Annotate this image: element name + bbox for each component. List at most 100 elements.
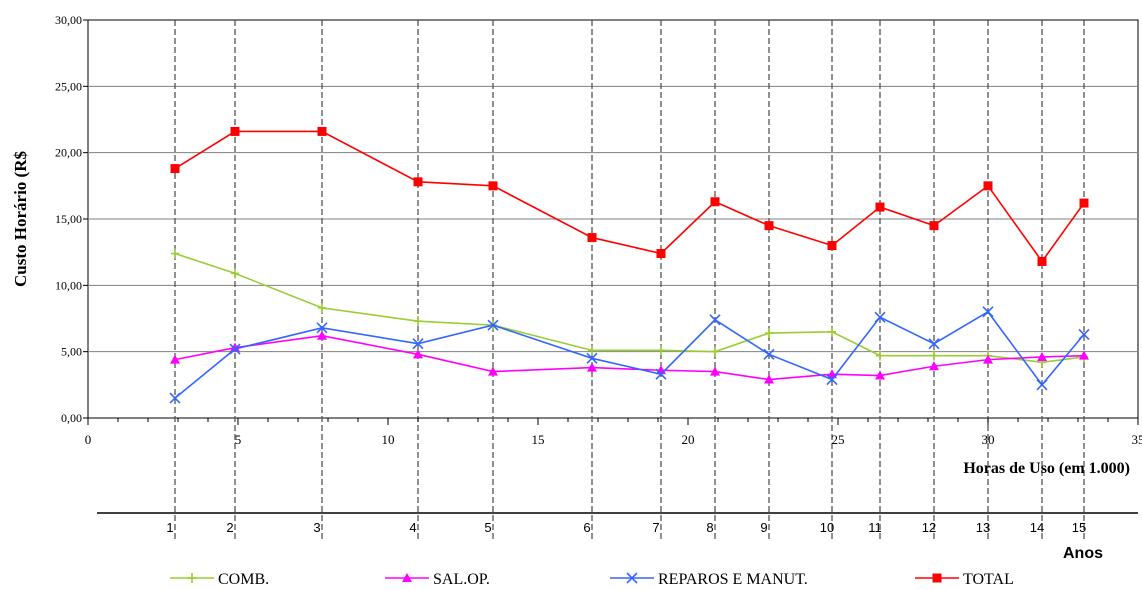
triangle-marker bbox=[230, 342, 240, 352]
series-group bbox=[169, 126, 1090, 404]
plus-marker bbox=[188, 573, 196, 583]
square-marker bbox=[929, 221, 939, 231]
x-marker bbox=[928, 338, 940, 350]
year-label: 3 bbox=[313, 520, 320, 535]
year-label: 5 bbox=[484, 520, 491, 535]
square-marker bbox=[764, 221, 774, 231]
square-marker bbox=[317, 126, 327, 136]
plus-marker bbox=[414, 316, 422, 327]
year-label: 12 bbox=[922, 520, 936, 535]
plus-marker bbox=[588, 345, 596, 356]
plus-marker bbox=[828, 326, 836, 337]
plus-marker bbox=[318, 302, 326, 313]
triangle-marker bbox=[710, 366, 720, 376]
year-label: 10 bbox=[820, 520, 834, 535]
square-marker bbox=[1079, 198, 1089, 208]
x-marker bbox=[1078, 328, 1090, 340]
x-marker bbox=[874, 311, 886, 323]
triangle-marker bbox=[317, 330, 327, 340]
triangle-marker bbox=[587, 362, 597, 372]
x-tick-label: 20 bbox=[682, 432, 695, 447]
x-tick-label: 15 bbox=[532, 432, 545, 447]
legend-item: REPAROS E MANUT. bbox=[610, 571, 808, 588]
year-label: 9 bbox=[760, 520, 767, 535]
legend-label: SAL.OP. bbox=[433, 571, 490, 588]
x-marker bbox=[709, 314, 721, 326]
triangle-marker bbox=[875, 370, 885, 380]
plus-marker bbox=[765, 328, 773, 339]
x-marker bbox=[982, 306, 994, 318]
square-marker bbox=[170, 164, 180, 174]
year-reference-lines: 1 2 3 4 5 6 7 8 9 10 11 12 13 14 15 bbox=[166, 20, 1086, 540]
y-tick-label: 10,00 bbox=[55, 278, 82, 292]
x-tick-label: 25 bbox=[832, 432, 845, 447]
triangle-marker bbox=[929, 361, 939, 371]
y-tick-label: 15,00 bbox=[55, 212, 82, 226]
square-marker bbox=[1037, 256, 1047, 266]
legend: COMB. SAL.OP. REPAROS E MANUT. TOTAL bbox=[170, 571, 1014, 588]
year-label: 14 bbox=[1030, 520, 1044, 535]
plus-marker bbox=[231, 268, 239, 279]
y-tick-label: 25,00 bbox=[55, 79, 82, 93]
x-axis-label: Horas de Uso (em 1.000) bbox=[963, 460, 1130, 477]
x-tick-label: 5 bbox=[235, 432, 242, 447]
triangle-marker bbox=[170, 354, 180, 364]
triangle-marker bbox=[1079, 350, 1089, 360]
plus-marker bbox=[657, 345, 665, 356]
plus-marker bbox=[930, 350, 938, 361]
y-tick-label: 20,00 bbox=[55, 146, 82, 160]
x-marker bbox=[487, 319, 499, 331]
square-marker bbox=[413, 177, 423, 187]
triangle-marker bbox=[402, 573, 412, 582]
x-marker bbox=[763, 348, 775, 360]
square-marker bbox=[875, 202, 885, 212]
year-label: 4 bbox=[409, 520, 416, 535]
square-marker bbox=[587, 233, 597, 243]
x-marker bbox=[626, 572, 638, 584]
y-axis-label: Custo Horário (R$ bbox=[11, 151, 30, 287]
x-marker bbox=[229, 343, 241, 355]
square-marker bbox=[983, 181, 993, 191]
square-marker bbox=[656, 248, 666, 258]
x-tick-label: 30 bbox=[982, 432, 995, 447]
triangle-marker bbox=[983, 354, 993, 364]
x-tick-label: 10 bbox=[382, 432, 395, 447]
legend-label: REPAROS E MANUT. bbox=[658, 571, 808, 588]
plus-marker bbox=[876, 350, 884, 361]
legend-item: COMB. bbox=[170, 571, 269, 588]
y-tick-label: 0,00 bbox=[61, 411, 82, 425]
square-marker bbox=[230, 126, 240, 136]
x-marker bbox=[826, 373, 838, 386]
y-tick-label: 30,00 bbox=[55, 13, 82, 27]
triangle-marker bbox=[764, 374, 774, 384]
legend-item: TOTAL bbox=[915, 571, 1014, 588]
axes: 0,00 5,00 10,00 15,00 20,00 25,00 30,00 0 5 10 15 2… bbox=[55, 13, 1142, 447]
triangle-marker bbox=[1037, 351, 1047, 361]
year-label: 8 bbox=[706, 520, 713, 535]
x-marker bbox=[586, 352, 598, 364]
year-label: 2 bbox=[226, 520, 233, 535]
x-marker bbox=[169, 392, 181, 404]
legend-label: TOTAL bbox=[963, 571, 1014, 588]
x-marker bbox=[316, 322, 328, 334]
square-marker bbox=[488, 181, 498, 191]
square-marker bbox=[827, 241, 837, 251]
years-axis-label: Anos bbox=[1063, 545, 1103, 562]
triangle-marker bbox=[413, 349, 423, 359]
year-label: 7 bbox=[652, 520, 659, 535]
x-tick-label: 35 bbox=[1132, 432, 1142, 447]
legend-item: SAL.OP. bbox=[385, 571, 490, 588]
x-marker bbox=[655, 368, 667, 380]
year-label: 11 bbox=[868, 520, 882, 535]
year-label: 15 bbox=[1072, 520, 1086, 535]
year-label: 13 bbox=[976, 520, 990, 535]
plus-marker bbox=[171, 248, 179, 259]
series-reparos-e-manut bbox=[169, 306, 1090, 404]
triangle-marker bbox=[488, 366, 498, 376]
legend-label: COMB. bbox=[218, 571, 269, 588]
square-marker bbox=[710, 197, 720, 207]
y-tick-label: 5,00 bbox=[61, 345, 82, 359]
x-marker bbox=[1036, 379, 1048, 391]
year-label: 1 bbox=[166, 520, 173, 535]
